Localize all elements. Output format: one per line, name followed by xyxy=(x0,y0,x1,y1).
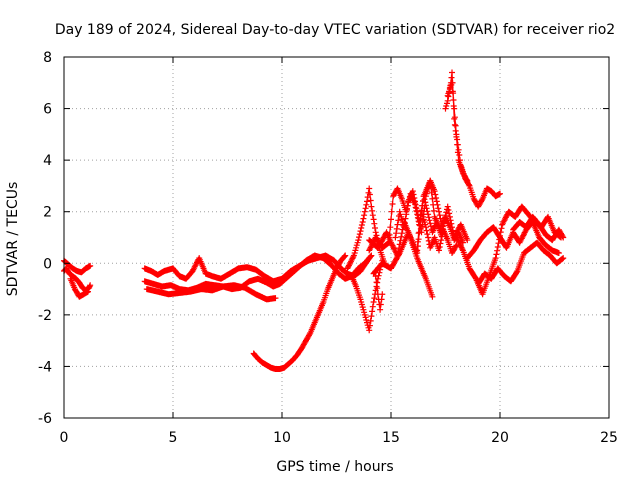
series-early-c xyxy=(67,275,91,300)
tick-labels: 0 5 10 15 20 25 -6 -4 -2 0 2 4 6 8 xyxy=(38,50,618,446)
x-axis-label: GPS time / hours xyxy=(276,459,393,475)
series-spike-c xyxy=(372,273,386,313)
y-tick-label: 6 xyxy=(43,102,52,118)
series-peak-alt xyxy=(444,79,503,210)
plot-frame xyxy=(63,56,610,419)
axis-ticks xyxy=(63,56,610,419)
series-lower xyxy=(143,282,279,303)
y-tick-label: -6 xyxy=(38,411,52,427)
data-point-markers xyxy=(143,282,279,303)
x-tick-label: 5 xyxy=(169,430,178,446)
x-tick-label: 20 xyxy=(491,430,509,446)
data-series xyxy=(61,69,567,372)
x-tick-label: 25 xyxy=(600,430,618,446)
y-tick-label: 8 xyxy=(43,50,52,66)
data-point-markers xyxy=(475,239,567,287)
data-point-markers xyxy=(344,185,388,272)
data-point-markers xyxy=(510,213,567,244)
x-tick-label: 15 xyxy=(382,430,400,446)
data-point-markers xyxy=(370,229,436,300)
data-point-markers xyxy=(444,79,503,210)
x-tick-label: 10 xyxy=(273,430,291,446)
data-point-markers xyxy=(348,257,386,334)
series-spike-d xyxy=(414,177,447,254)
y-tick-label: -2 xyxy=(38,308,52,324)
series-late-d xyxy=(510,213,567,244)
series-late-c xyxy=(475,239,567,287)
series-dense-c xyxy=(370,229,436,300)
chart-title: Day 189 of 2024, Sidereal Day-to-day VTE… xyxy=(55,22,615,38)
data-point-markers xyxy=(414,177,447,254)
series-late-a xyxy=(453,203,565,298)
y-tick-label: 0 xyxy=(43,256,52,272)
data-point-markers xyxy=(250,252,349,372)
y-tick-label: -4 xyxy=(38,359,52,375)
x-tick-label: 0 xyxy=(60,430,69,446)
y-tick-label: 2 xyxy=(43,205,52,221)
data-point-markers xyxy=(372,273,386,313)
y-axis-label: SDTVAR / TECUs xyxy=(5,182,21,297)
data-point-markers xyxy=(67,275,91,300)
y-tick-label: 4 xyxy=(43,153,52,169)
series-dip xyxy=(250,252,349,372)
